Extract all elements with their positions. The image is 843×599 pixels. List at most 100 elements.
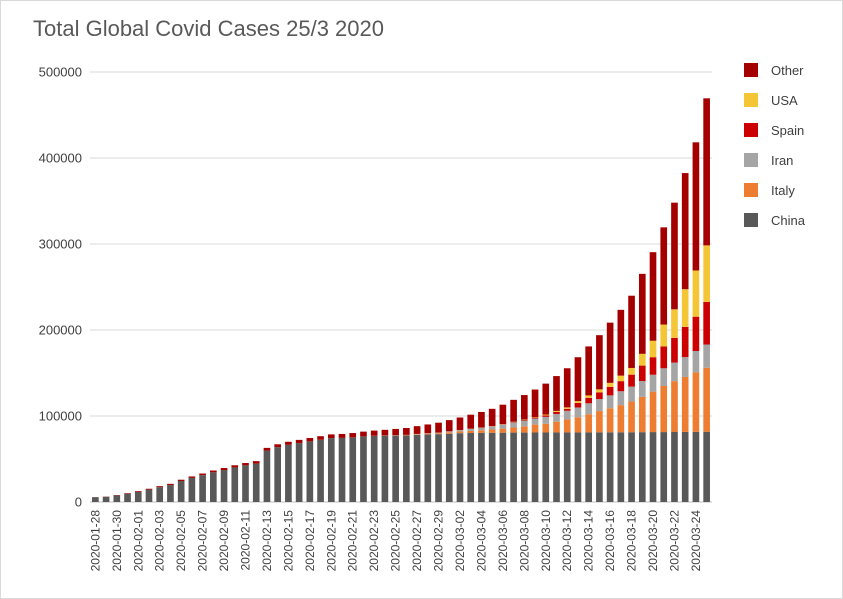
bar-italy-2020-03-07 — [510, 427, 517, 433]
bar-other-2020-02-20 — [338, 433, 346, 438]
bar-other-2020-02-07 — [199, 473, 206, 476]
bar-usa-2020-03-10 — [542, 414, 550, 416]
bar-china-2020-03-10 — [542, 432, 550, 502]
bar-iran-2020-03-16 — [606, 395, 614, 409]
bar-other-2020-02-10 — [231, 465, 239, 468]
bar-italy-2020-03-22 — [671, 381, 678, 432]
bar-spain-2020-03-19 — [638, 365, 646, 382]
bar-china-2020-03-02 — [456, 433, 464, 502]
x-tick-label: 2020-02-01 — [131, 510, 145, 572]
bar-iran-2020-03-19 — [638, 381, 646, 397]
bar-other-2020-02-21 — [349, 433, 357, 438]
bar-iran-2020-03-01 — [445, 431, 453, 433]
bar-iran-2020-03-25 — [703, 344, 710, 368]
bar-spain-2020-03-25 — [703, 301, 710, 345]
bar-spain-2020-03-11 — [553, 412, 560, 414]
bar-china-2020-02-09 — [220, 470, 228, 502]
bar-china-2020-03-04 — [478, 432, 485, 502]
bar-spain-2020-03-08 — [521, 420, 528, 421]
bar-italy-2020-03-19 — [638, 396, 646, 433]
bar-other-2020-03-07 — [510, 399, 517, 422]
x-tick-label: 2020-03-20 — [646, 510, 660, 572]
bar-iran-2020-03-11 — [553, 413, 560, 422]
bar-china-2020-02-03 — [156, 487, 164, 502]
bar-china-2020-02-20 — [338, 437, 346, 502]
bar-iran-2020-03-17 — [617, 391, 625, 406]
bar-china-2020-03-12 — [563, 432, 571, 502]
bar-iran-2020-03-12 — [563, 410, 571, 420]
bar-iran-2020-03-15 — [596, 399, 603, 412]
legend: Other USA Spain Iran Italy China — [744, 63, 806, 228]
x-tick-label: 2020-02-03 — [153, 510, 167, 572]
bar-other-2020-02-15 — [285, 441, 292, 445]
y-axis: 0 100000 200000 300000 400000 500000 — [39, 65, 82, 510]
chart-title: Total Global Covid Cases 25/3 2020 — [33, 16, 384, 41]
bar-italy-2020-03-05 — [488, 429, 496, 433]
bar-spain-2020-03-13 — [574, 402, 582, 408]
bar-usa-2020-03-22 — [671, 309, 678, 338]
x-tick-label: 2020-03-12 — [560, 510, 574, 572]
bar-other-2020-03-24 — [692, 142, 700, 271]
x-tick-label: 2020-02-23 — [367, 510, 381, 572]
bar-spain-2020-03-17 — [617, 381, 625, 392]
bar-iran-2020-03-24 — [692, 350, 700, 373]
bar-spain-2020-03-14 — [585, 397, 592, 404]
bar-china-2020-01-31 — [124, 493, 131, 502]
bar-china-2020-03-13 — [574, 432, 582, 502]
bar-china-2020-03-25 — [703, 431, 710, 502]
x-tick-label: 2020-02-19 — [324, 510, 338, 572]
bar-china-2020-02-05 — [177, 481, 185, 502]
bar-china-2020-02-04 — [167, 485, 174, 502]
bar-other-2020-03-14 — [585, 346, 592, 396]
bar-china-2020-03-18 — [628, 432, 635, 502]
bar-china-2020-03-17 — [617, 432, 625, 502]
bar-italy-2020-03-04 — [478, 430, 485, 433]
bar-other-2020-02-05 — [177, 479, 185, 482]
bar-china-2020-03-21 — [660, 432, 668, 502]
bar-spain-2020-03-21 — [660, 346, 668, 369]
bar-other-2020-02-02 — [145, 488, 153, 490]
x-tick-label: 2020-03-24 — [689, 510, 703, 572]
bar-usa-2020-03-19 — [638, 353, 646, 366]
bar-spain-2020-03-10 — [542, 415, 550, 417]
bar-other-2020-02-22 — [360, 431, 367, 437]
bar-other-2020-03-02 — [456, 417, 464, 430]
bar-iran-2020-03-14 — [585, 403, 592, 415]
bar-italy-2020-03-09 — [531, 424, 539, 433]
bar-usa-2020-03-24 — [692, 270, 700, 317]
bar-usa-2020-03-14 — [585, 395, 592, 398]
legend-label-italy: Italy — [771, 183, 795, 198]
bar-spain-2020-03-20 — [649, 357, 657, 375]
x-tick-label: 2020-02-25 — [389, 510, 403, 572]
bar-usa-2020-03-13 — [574, 401, 582, 403]
x-tick-label: 2020-03-10 — [539, 510, 553, 572]
bar-china-2020-02-16 — [295, 443, 303, 502]
bar-other-2020-03-12 — [563, 368, 571, 408]
bar-iran-2020-03-10 — [542, 416, 550, 424]
bar-china-2020-02-14 — [274, 447, 281, 502]
legend-swatch-china — [744, 213, 758, 227]
bar-china-2020-03-11 — [553, 432, 560, 502]
bar-china-2020-02-06 — [188, 477, 196, 502]
bar-italy-2020-03-11 — [553, 421, 560, 433]
bar-italy-2020-02-28 — [424, 433, 432, 435]
bar-other-2020-02-18 — [317, 436, 324, 440]
bar-china-2020-01-30 — [113, 495, 121, 502]
bar-china-2020-03-15 — [596, 432, 603, 502]
bar-usa-2020-03-16 — [606, 382, 614, 387]
bar-china-2020-02-02 — [145, 489, 153, 502]
bar-italy-2020-03-23 — [681, 376, 689, 432]
x-tick-label: 2020-02-07 — [196, 510, 210, 572]
legend-label-iran: Iran — [771, 153, 793, 168]
bar-other-2020-03-05 — [488, 408, 496, 427]
bar-china-2020-03-22 — [671, 431, 678, 502]
bar-china-2020-03-07 — [510, 432, 517, 502]
bar-china-2020-03-23 — [681, 431, 689, 502]
bar-other-2020-02-04 — [167, 483, 174, 486]
bar-china-2020-02-08 — [210, 472, 217, 502]
bar-other-2020-02-14 — [274, 444, 281, 448]
x-tick-label: 2020-03-08 — [517, 510, 531, 572]
x-tick-label: 2020-02-11 — [239, 510, 253, 571]
bar-spain-2020-03-23 — [681, 326, 689, 358]
